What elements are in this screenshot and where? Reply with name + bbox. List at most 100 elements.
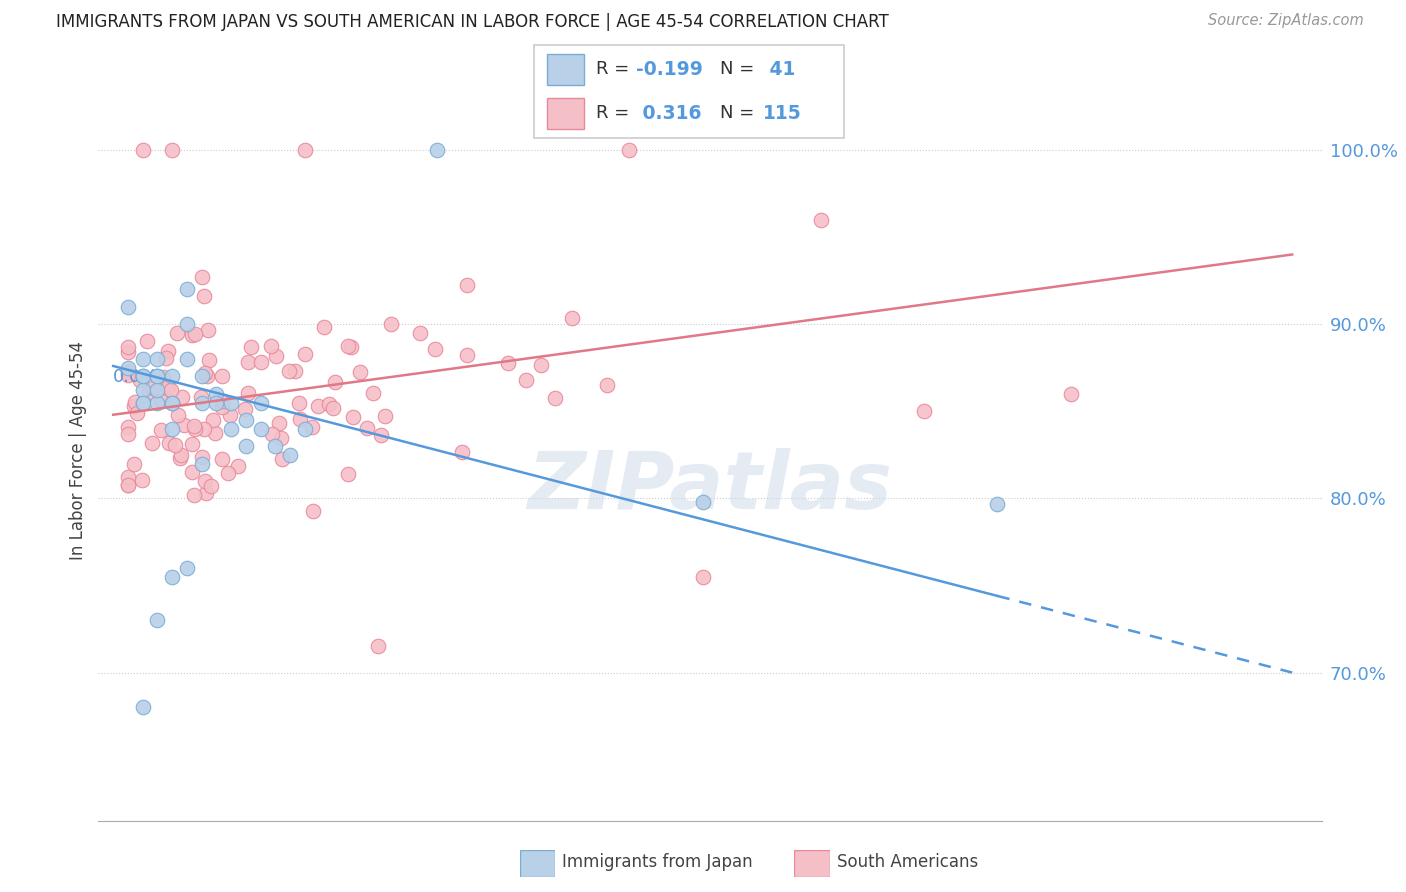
Point (290, 412, 312, 426)
Point (136, 334, 159, 349)
Point (211, 393, 233, 408)
Point (117, 339, 139, 353)
Point (131, 384, 153, 398)
Point (284, 364, 307, 378)
Point (195, 368, 218, 383)
Point (456, 278, 478, 293)
Point (190, 390, 212, 404)
Point (219, 395, 242, 409)
Text: 0.316: 0.316 (637, 104, 702, 123)
Point (278, 448, 301, 462)
Point (146, 395, 169, 409)
Point (131, 369, 153, 384)
Point (238, 355, 260, 369)
Point (294, 347, 316, 361)
Point (456, 348, 478, 362)
Point (236, 386, 259, 401)
Point (176, 317, 198, 331)
Point (138, 384, 160, 399)
Point (160, 395, 183, 409)
Text: R =: R = (596, 104, 636, 122)
Text: IMMIGRANTS FROM JAPAN VS SOUTH AMERICAN IN LABOR FORCE | AGE 45-54 CORRELATION C: IMMIGRANTS FROM JAPAN VS SOUTH AMERICAN … (56, 13, 889, 31)
Point (380, 317, 402, 331)
Point (322, 401, 344, 415)
Point (117, 345, 139, 359)
Text: -0.199: -0.199 (637, 60, 703, 78)
Point (157, 436, 180, 450)
Point (117, 470, 139, 484)
Point (141, 436, 163, 450)
Point (205, 395, 228, 409)
Point (219, 422, 242, 436)
Point (349, 365, 371, 379)
Point (131, 369, 153, 384)
Point (336, 339, 359, 353)
Point (250, 355, 273, 369)
Point (146, 369, 169, 384)
Point (336, 467, 359, 481)
Point (124, 395, 146, 409)
Point (986, 497, 1008, 511)
Point (131, 143, 153, 157)
Point (1060, 387, 1083, 401)
Text: 0.0%: 0.0% (112, 368, 159, 386)
Point (195, 486, 218, 500)
Point (367, 640, 389, 654)
Point (131, 395, 153, 409)
Point (235, 413, 257, 427)
Point (131, 351, 153, 366)
Point (271, 451, 294, 466)
Point (131, 700, 153, 714)
Point (117, 365, 139, 379)
Point (260, 426, 283, 441)
Bar (547, 54, 583, 85)
Point (211, 368, 233, 383)
Point (193, 421, 215, 435)
Point (356, 420, 378, 434)
Point (183, 419, 205, 434)
Point (270, 431, 292, 445)
Point (117, 477, 139, 491)
Bar (547, 98, 583, 129)
Point (339, 340, 361, 354)
Point (146, 384, 169, 398)
Point (323, 375, 346, 389)
Point (361, 386, 384, 401)
Point (692, 570, 714, 584)
Point (183, 488, 205, 502)
Point (190, 395, 212, 409)
Point (810, 212, 832, 227)
Point (198, 353, 221, 368)
Point (190, 457, 212, 471)
Point (160, 384, 183, 398)
Point (167, 409, 190, 423)
Point (374, 409, 396, 424)
Point (156, 379, 179, 393)
Text: R =: R = (596, 61, 636, 78)
Point (249, 395, 271, 409)
Point (217, 467, 239, 481)
Point (200, 479, 222, 493)
Point (117, 300, 139, 314)
Point (169, 450, 191, 465)
Point (193, 289, 215, 303)
Point (288, 396, 311, 410)
Point (149, 394, 172, 409)
Point (197, 323, 219, 337)
Point (160, 143, 183, 157)
Text: 115: 115 (763, 104, 801, 123)
Point (211, 452, 233, 467)
Point (184, 422, 207, 436)
Point (128, 373, 150, 387)
Point (194, 367, 217, 381)
Text: ZIPatlas: ZIPatlas (527, 449, 893, 526)
Point (122, 399, 145, 413)
Point (156, 343, 179, 358)
Point (342, 410, 364, 425)
Point (426, 143, 449, 157)
Point (170, 390, 193, 404)
Point (294, 143, 316, 157)
Point (692, 495, 714, 509)
Point (249, 422, 271, 436)
Point (176, 282, 198, 296)
